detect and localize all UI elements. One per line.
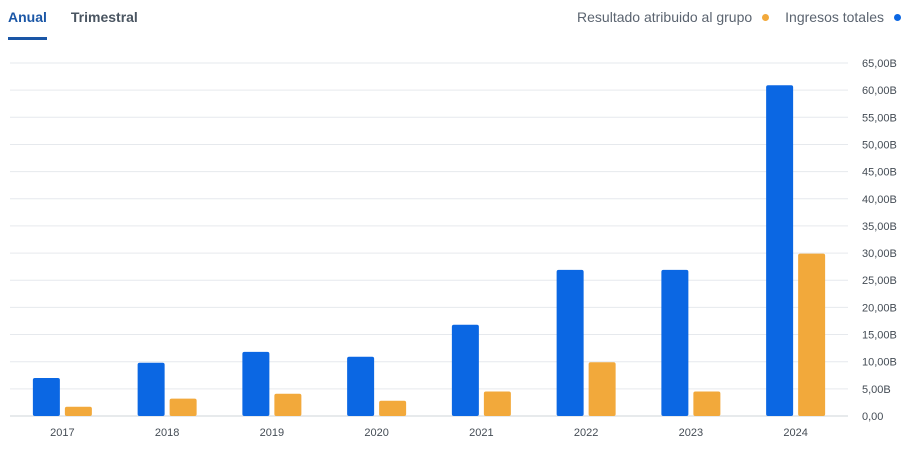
y-tick-label: 50,00B bbox=[862, 139, 897, 151]
bar-ingresos-2024[interactable] bbox=[766, 85, 794, 417]
legend-item-resultado[interactable]: Resultado atribuido al grupo bbox=[577, 9, 770, 25]
bar-resultado-2022[interactable] bbox=[588, 362, 616, 416]
legend-label-resultado: Resultado atribuido al grupo bbox=[577, 9, 753, 25]
legend-label-ingresos: Ingresos totales bbox=[785, 9, 884, 25]
legend-dot-ingresos-icon bbox=[894, 13, 901, 21]
bar-ingresos-2023[interactable] bbox=[661, 269, 689, 416]
x-tick-label: 2022 bbox=[574, 427, 598, 439]
chart-legend: Resultado atribuido al grupo Ingresos to… bbox=[561, 9, 901, 25]
x-tick-label: 2020 bbox=[364, 427, 388, 439]
bar-resultado-2019[interactable] bbox=[274, 393, 302, 416]
legend-item-ingresos[interactable]: Ingresos totales bbox=[785, 9, 901, 25]
grid-lines bbox=[10, 62, 848, 417]
x-axis-labels: 2017 2018 2019 2020 2021 2022 2023 2024 bbox=[50, 427, 808, 439]
y-tick-label: 45,00B bbox=[862, 167, 897, 179]
y-axis-labels: 0,00 5,00B 10,00B 15,00B 20,00B 25,00B 30,00B 3… bbox=[862, 58, 897, 423]
y-tick-label: 40,00B bbox=[862, 194, 897, 206]
y-tick-label: 20,00B bbox=[862, 302, 897, 314]
bar-ingresos-2021[interactable] bbox=[451, 324, 479, 416]
bar-ingresos-2019[interactable] bbox=[242, 351, 270, 416]
bar-resultado-2020[interactable] bbox=[379, 400, 407, 416]
y-tick-label: 35,00B bbox=[862, 221, 897, 233]
y-tick-label: 25,00B bbox=[862, 275, 897, 287]
y-tick-label: 65,00B bbox=[862, 58, 897, 70]
y-tick-label: 60,00B bbox=[862, 85, 897, 97]
y-tick-label: 10,00B bbox=[862, 357, 897, 369]
x-tick-label: 2017 bbox=[50, 427, 74, 439]
y-tick-label: 5,00B bbox=[862, 384, 891, 396]
bar-ingresos-2020[interactable] bbox=[347, 356, 375, 416]
bar-ingresos-2017[interactable] bbox=[32, 377, 60, 416]
bar-ingresos-2018[interactable] bbox=[137, 362, 165, 416]
x-tick-label: 2021 bbox=[469, 427, 493, 439]
x-tick-label: 2018 bbox=[155, 427, 179, 439]
bar-ingresos-2022[interactable] bbox=[556, 269, 584, 416]
x-tick-label: 2023 bbox=[679, 427, 703, 439]
y-tick-label: 30,00B bbox=[862, 248, 897, 260]
legend-dot-resultado-icon bbox=[762, 13, 770, 21]
x-tick-label: 2024 bbox=[783, 427, 807, 439]
bar-resultado-2017[interactable] bbox=[64, 406, 92, 416]
bar-resultado-2021[interactable] bbox=[483, 391, 511, 416]
y-tick-label: 0,00 bbox=[862, 411, 883, 423]
x-tick-label: 2019 bbox=[260, 427, 284, 439]
period-tabs: Anual Trimestral bbox=[8, 0, 162, 40]
bar-resultado-2023[interactable] bbox=[693, 391, 721, 416]
tab-anual[interactable]: Anual bbox=[8, 0, 47, 40]
bar-resultado-2024[interactable] bbox=[798, 253, 826, 416]
y-tick-label: 55,00B bbox=[862, 112, 897, 124]
tab-trimestral[interactable]: Trimestral bbox=[70, 9, 138, 25]
y-tick-label: 15,00B bbox=[862, 330, 897, 342]
bar-resultado-2018[interactable] bbox=[169, 398, 197, 416]
bars bbox=[32, 85, 826, 417]
